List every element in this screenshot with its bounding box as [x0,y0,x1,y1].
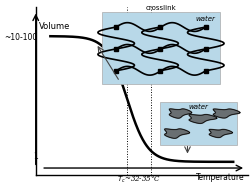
Text: crosslink: crosslink [146,5,176,11]
FancyBboxPatch shape [102,12,220,84]
Text: Volume: Volume [39,22,71,31]
Polygon shape [169,109,192,118]
Polygon shape [213,109,240,118]
Polygon shape [189,115,217,123]
Polygon shape [165,129,190,138]
Text: ~10-100: ~10-100 [4,33,38,43]
Text: 1: 1 [33,152,38,161]
FancyBboxPatch shape [160,102,237,146]
Text: water: water [188,104,208,110]
Text: water: water [195,16,215,22]
Polygon shape [209,129,232,138]
Text: $T_c$~32-35°C: $T_c$~32-35°C [117,174,161,185]
Text: Temperature: Temperature [196,173,244,182]
